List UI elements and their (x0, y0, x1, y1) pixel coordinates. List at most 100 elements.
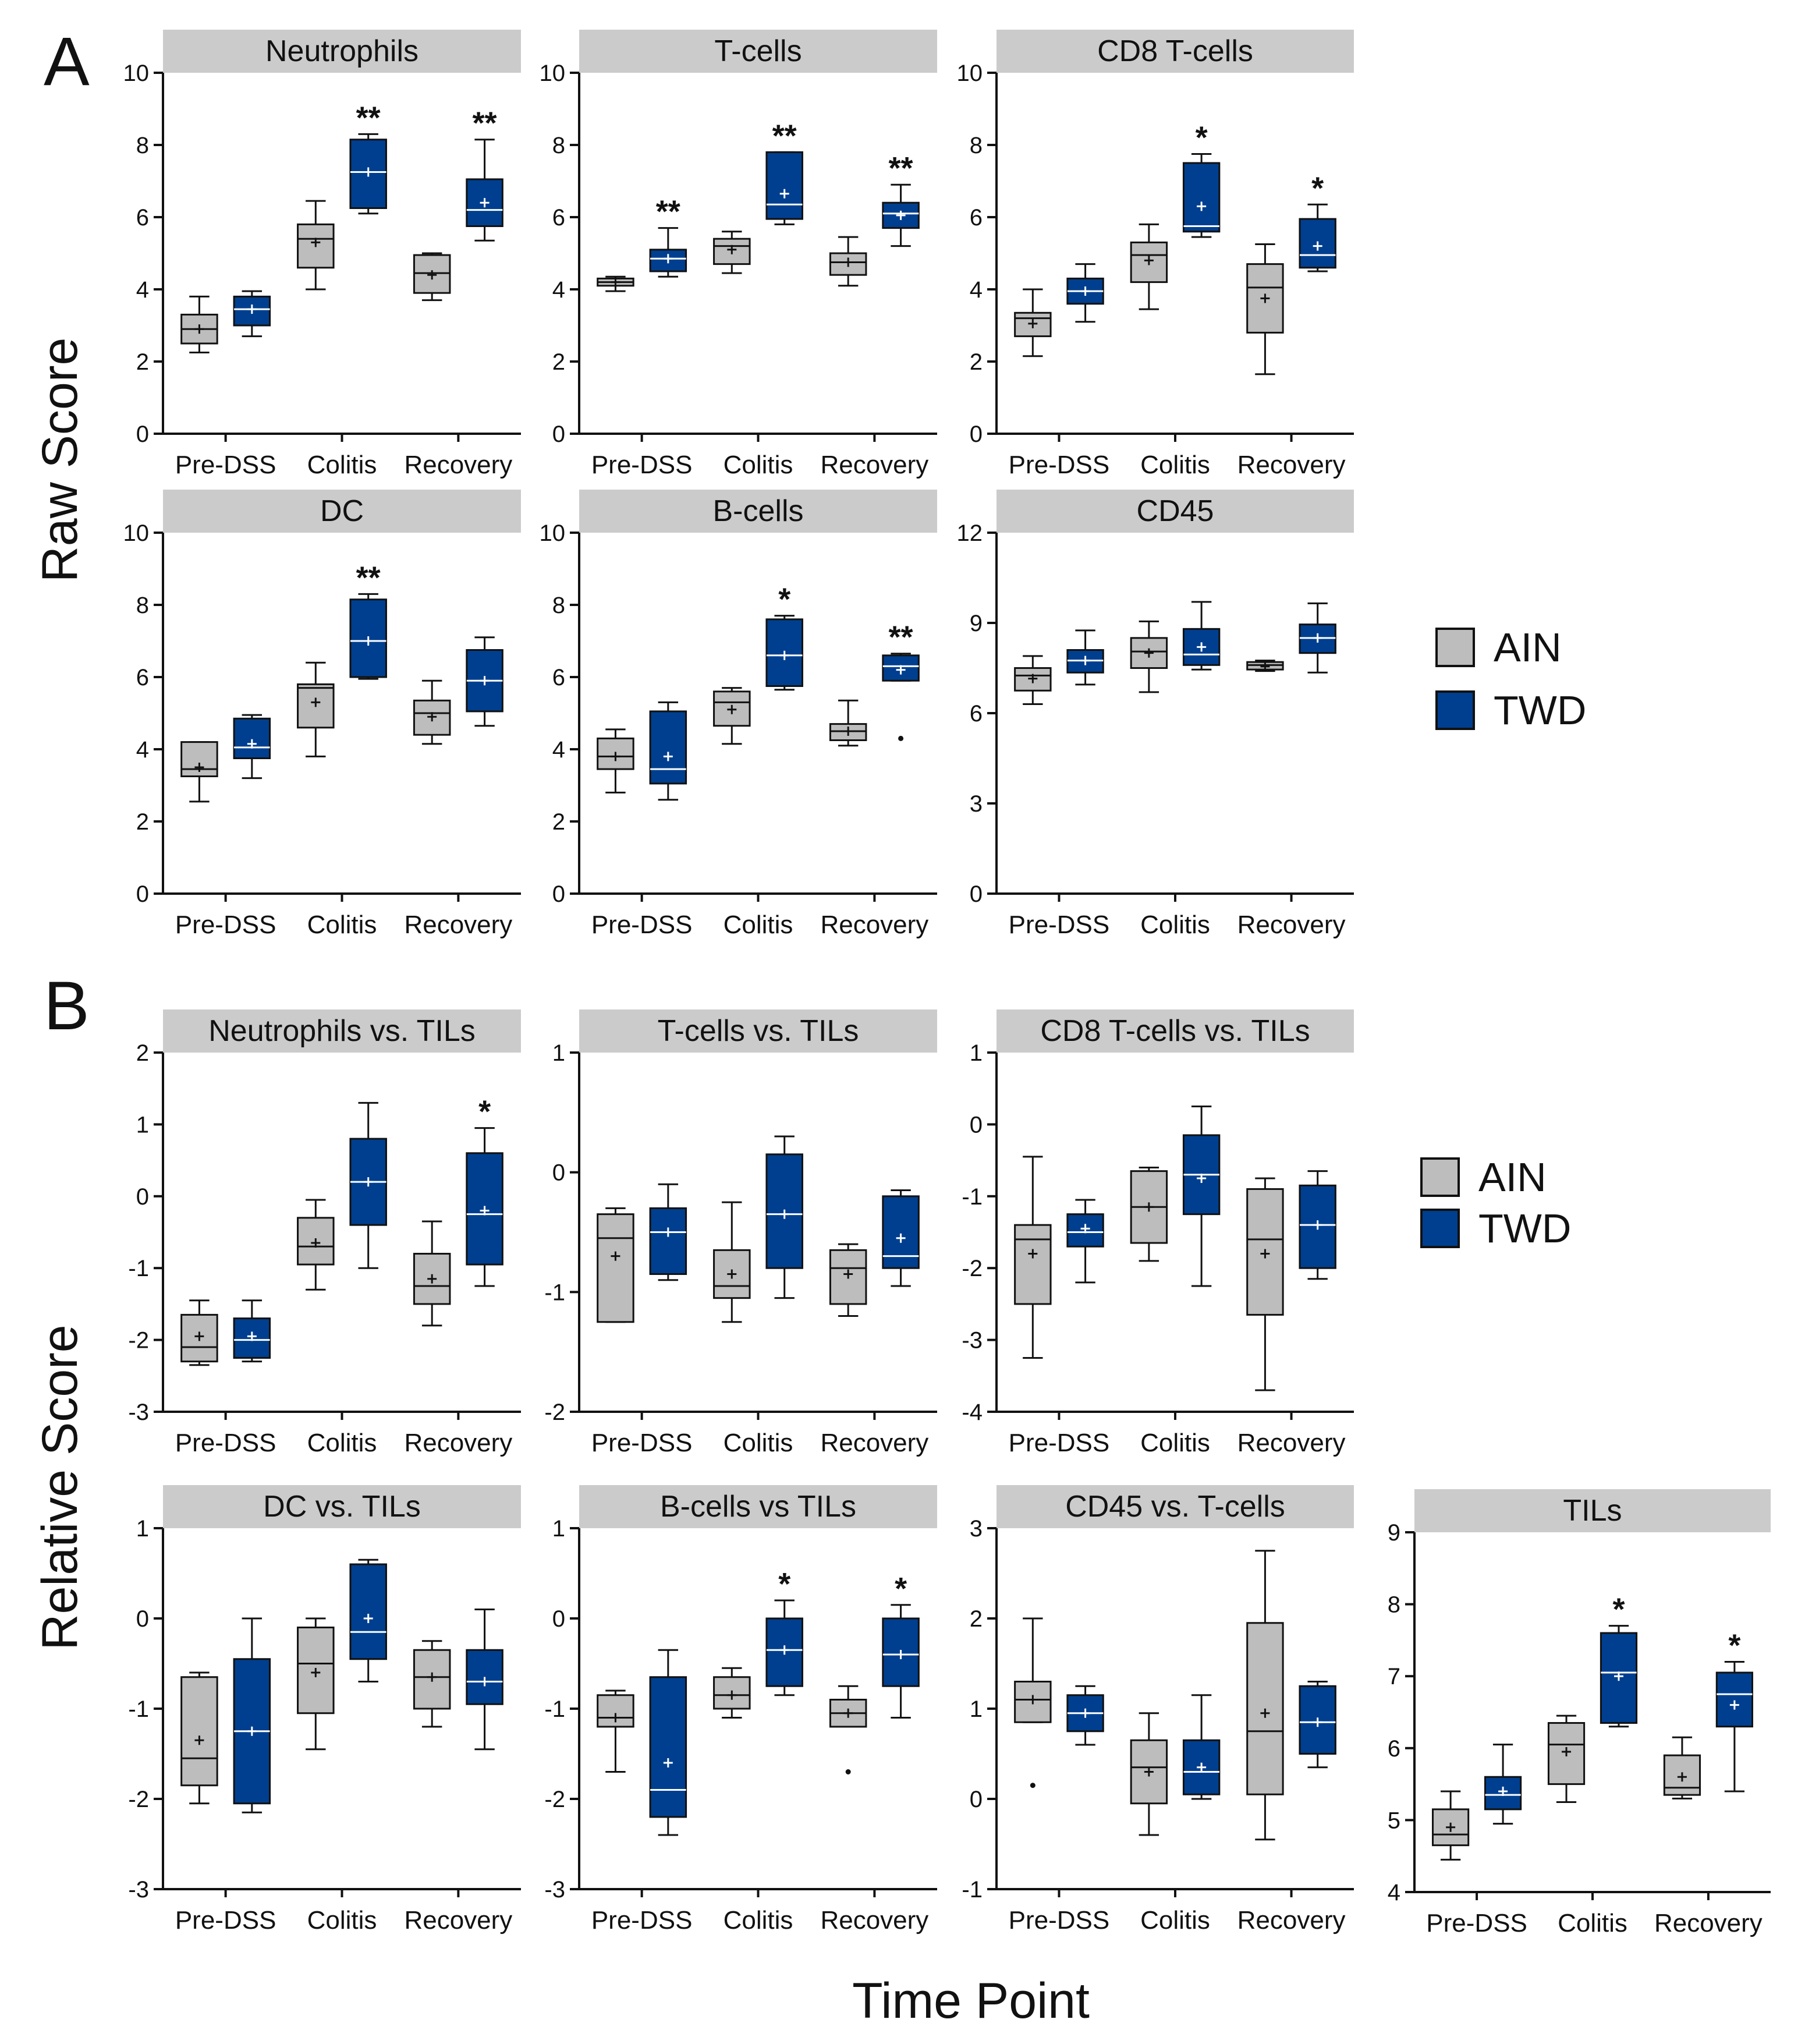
twd-box-pre-dss (649, 1183, 687, 1281)
outlier-point (845, 1769, 851, 1774)
legend-swatch-twd (1420, 1209, 1460, 1248)
x-tick-label: Recovery (1654, 1909, 1763, 1937)
y-tick-label: -1 (962, 1184, 983, 1210)
x-tick-label: Pre-DSS (1009, 1429, 1110, 1457)
panel-title: CD8 T-cells vs. TILs (1040, 1014, 1310, 1048)
y-tick-label: -2 (544, 1787, 565, 1812)
x-tick-label: Recovery (404, 451, 512, 479)
ain-box-pre-dss (1014, 1156, 1052, 1359)
y-tick-label: 4 (136, 277, 149, 303)
twd-box-colitis (349, 1558, 387, 1682)
y-tick-label: 2 (136, 349, 149, 375)
ain-box-colitis (713, 687, 751, 745)
box-iqr (597, 1694, 634, 1728)
ain-box-colitis (297, 1199, 335, 1291)
x-tick-label: Colitis (724, 1429, 793, 1457)
x-tick-label: Pre-DSS (591, 1429, 693, 1457)
twd-box-recovery: * (1299, 171, 1336, 272)
y-tick-label: 1 (552, 1516, 565, 1542)
y-tick-label: 10 (540, 61, 566, 86)
box-iqr (180, 1676, 218, 1787)
x-tick-label: Recovery (404, 911, 512, 939)
y-tick-label: 7 (1388, 1664, 1400, 1689)
ain-box-recovery (413, 679, 451, 745)
legend-panel-b: AIN TWD (1420, 1154, 1571, 1251)
y-tick-label: -2 (128, 1328, 149, 1354)
y-tick-label: -2 (962, 1256, 983, 1281)
y-tick-label: -4 (962, 1400, 983, 1425)
panel-title: CD45 (1137, 494, 1214, 528)
ain-box-pre-dss (597, 728, 634, 793)
box-iqr (1014, 1681, 1052, 1723)
ain-box-recovery (413, 252, 451, 302)
panel-title-strip (997, 1485, 1354, 1528)
y-tick-label: 10 (123, 61, 150, 86)
box-iqr (1715, 1671, 1753, 1728)
twd-box-recovery (1299, 1170, 1336, 1280)
y-tick-label: 8 (552, 593, 565, 618)
y-tick-label: 4 (1388, 1880, 1400, 1905)
twd-box-colitis: ** (765, 118, 803, 225)
panel-title: CD45 vs. T-cells (1065, 1490, 1285, 1524)
ain-box-recovery (829, 1685, 867, 1774)
y-tick-label: 1 (552, 1040, 565, 1066)
box-iqr (649, 1207, 687, 1275)
y-tick-label: 4 (552, 737, 565, 763)
y-tick-label: 0 (552, 881, 565, 907)
twd-box-pre-dss (233, 1617, 271, 1813)
ain-box-pre-dss (1432, 1790, 1470, 1861)
ain-box-pre-dss (1014, 1617, 1052, 1788)
ain-box-colitis (1130, 620, 1168, 693)
y-tick-label: 3 (970, 791, 983, 817)
x-tick-label: Recovery (404, 1906, 512, 1935)
panel-title: B-cells (712, 494, 803, 528)
ain-box-recovery (1246, 660, 1284, 672)
y-tick-label: -1 (128, 1696, 149, 1722)
y-tick-label: -3 (128, 1400, 149, 1425)
twd-box-pre-dss (649, 701, 687, 801)
legend-label-twd: TWD (1478, 1206, 1571, 1251)
ain-box-colitis (713, 1667, 751, 1719)
panel-title-strip (163, 30, 521, 73)
twd-box-recovery (1299, 602, 1336, 674)
y-tick-label: 2 (552, 349, 565, 375)
y-tick-label: 0 (552, 1606, 565, 1632)
twd-box-colitis: ** (349, 560, 387, 680)
y-tick-label: 3 (970, 1516, 983, 1542)
panel-title: DC vs. TILs (263, 1490, 421, 1524)
y-tick-label: 6 (136, 205, 149, 231)
x-tick-label: Pre-DSS (591, 451, 693, 479)
y-tick-label: 6 (552, 205, 565, 231)
panel-2: CD8 T-cells 0 2 4 6 8 10 Pre-DSS Colitis Recovery… (957, 30, 1354, 479)
y-tick-label: -3 (544, 1877, 565, 1903)
y-tick-label: 0 (970, 1112, 983, 1138)
twd-box-pre-dss (233, 290, 271, 338)
panel-9: DC vs. TILs -3 -2 -1 0 1 Pre-DSS Colitis Recover… (128, 1485, 521, 1935)
ain-box-recovery (1246, 1177, 1284, 1391)
x-tick-label: Colitis (1140, 1429, 1210, 1457)
x-tick-label: Colitis (1140, 1906, 1210, 1935)
ain-box-recovery (413, 1220, 451, 1327)
y-tick-label: 6 (136, 665, 149, 690)
y-tick-label: 4 (136, 737, 149, 763)
panel-title: CD8 T-cells (1097, 34, 1253, 68)
x-tick-label: Pre-DSS (175, 911, 276, 939)
x-tick-label: Pre-DSS (175, 1906, 276, 1935)
y-axis-title-relative: Relative Score (32, 1324, 88, 1650)
y-tick-label: 6 (1388, 1736, 1400, 1762)
significance-marker: * (1311, 171, 1324, 206)
y-tick-label: 0 (136, 881, 149, 907)
twd-box-colitis (1182, 1106, 1221, 1287)
y-tick-label: -1 (962, 1877, 983, 1903)
y-tick-label: -1 (544, 1696, 565, 1722)
x-tick-label: Colitis (724, 451, 793, 479)
y-tick-label: 1 (136, 1112, 149, 1138)
box-iqr (1014, 311, 1052, 338)
ain-box-colitis (1130, 1166, 1168, 1262)
ain-box-pre-dss (597, 1689, 634, 1773)
x-tick-label: Colitis (307, 1429, 377, 1457)
panel-title-strip (163, 1485, 521, 1528)
box-iqr (233, 717, 271, 760)
panel-title-strip (163, 490, 521, 533)
twd-box-pre-dss (1066, 263, 1104, 323)
